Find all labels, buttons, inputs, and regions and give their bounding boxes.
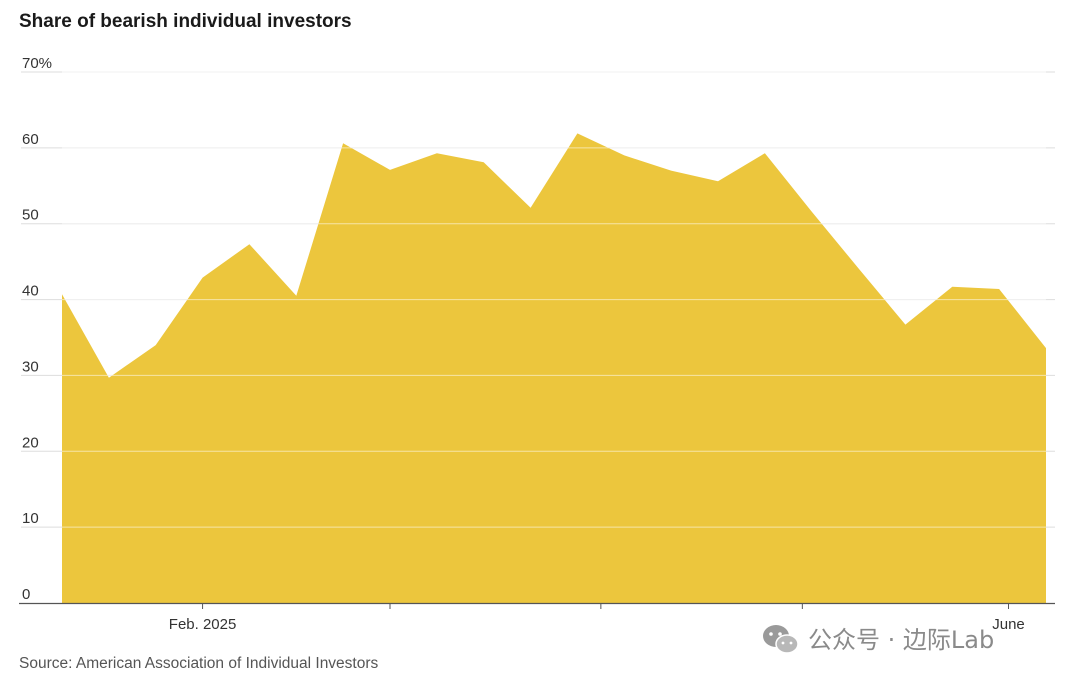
y-axis-ticks: 0 10 20 30 40 50 60 70% bbox=[22, 55, 52, 603]
area-series bbox=[62, 71, 1046, 603]
chart-title: Share of bearish individual investors bbox=[19, 11, 352, 32]
watermark: 公众号 · 边际Lab bbox=[763, 625, 994, 654]
wechat-icon bbox=[763, 625, 799, 654]
y-tick-label: 40 bbox=[22, 283, 39, 300]
y-tick-label: 10 bbox=[22, 510, 39, 527]
grid-overlay bbox=[62, 71, 1046, 528]
source-note: Source: American Association of Individu… bbox=[19, 655, 379, 672]
y-tick-label: 0 bbox=[22, 586, 30, 603]
watermark-text: 公众号 · 边际Lab bbox=[808, 626, 994, 654]
area-fill bbox=[62, 133, 1046, 603]
y-tick-label: 30 bbox=[22, 358, 39, 375]
y-tick-label: 60 bbox=[22, 131, 39, 148]
x-axis-ticks: Feb. 2025 June bbox=[169, 603, 1025, 633]
x-tick-label: June bbox=[992, 616, 1025, 633]
y-tick-label: 20 bbox=[22, 434, 39, 451]
y-tick-label: 50 bbox=[22, 207, 39, 224]
x-tick-label: Feb. 2025 bbox=[169, 616, 237, 633]
y-tick-label: 70% bbox=[22, 55, 52, 72]
